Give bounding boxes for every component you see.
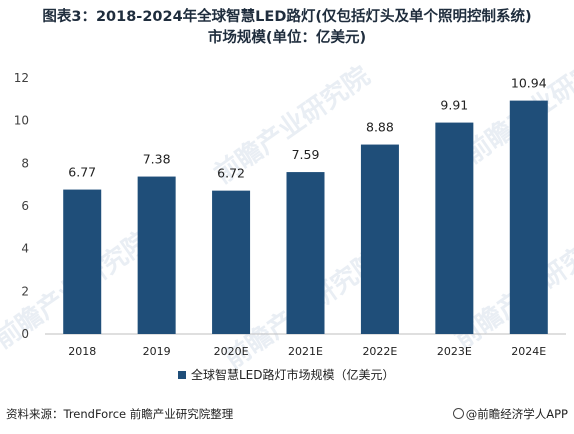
x-tick-label: 2019 (143, 345, 171, 358)
bar (286, 172, 325, 334)
x-tick-label: 2023E (437, 345, 472, 358)
y-tick-label: 10 (14, 114, 29, 128)
data-label: 6.77 (68, 165, 96, 180)
data-label: 9.91 (440, 98, 468, 113)
brand-text: @前瞻经济学人APP (465, 407, 568, 421)
bar (212, 190, 251, 334)
bar (360, 144, 399, 334)
bar (509, 100, 548, 334)
y-tick-label: 2 (21, 284, 29, 298)
x-tick-label: 2020E (214, 345, 249, 358)
y-tick-label: 6 (21, 199, 29, 213)
data-label: 7.59 (292, 147, 320, 162)
legend-swatch (178, 371, 186, 379)
x-tick-label: 2024E (511, 345, 546, 358)
bar (137, 176, 176, 334)
brand-logo-icon (452, 408, 464, 419)
y-tick-label: 0 (21, 327, 29, 341)
bar (435, 122, 474, 334)
chart-title-line2: 市场规模(单位：亿美元) (207, 30, 367, 46)
legend-label: 全球智慧LED路灯市场规模（亿美元） (191, 367, 395, 382)
y-tick-label: 12 (14, 71, 29, 85)
data-label: 6.72 (217, 166, 245, 181)
y-tick-label: 8 (21, 156, 29, 170)
bar (63, 189, 102, 334)
data-label: 10.94 (511, 76, 547, 91)
y-tick-label: 4 (21, 242, 29, 256)
chart-title-line1: 图表3：2018-2024年全球智慧LED路灯(仅包括灯头及单个照明控制系统) (42, 9, 532, 25)
data-label: 7.38 (143, 152, 171, 167)
x-tick-label: 2021E (288, 345, 323, 358)
brand-credit: @前瞻经济学人APP (452, 406, 568, 422)
x-tick-label: 2022E (362, 345, 397, 358)
x-tick-label: 2018 (68, 345, 96, 358)
source-note: 资料来源：TrendForce 前瞻产业研究院整理 (6, 407, 234, 421)
data-label: 8.88 (366, 120, 394, 135)
